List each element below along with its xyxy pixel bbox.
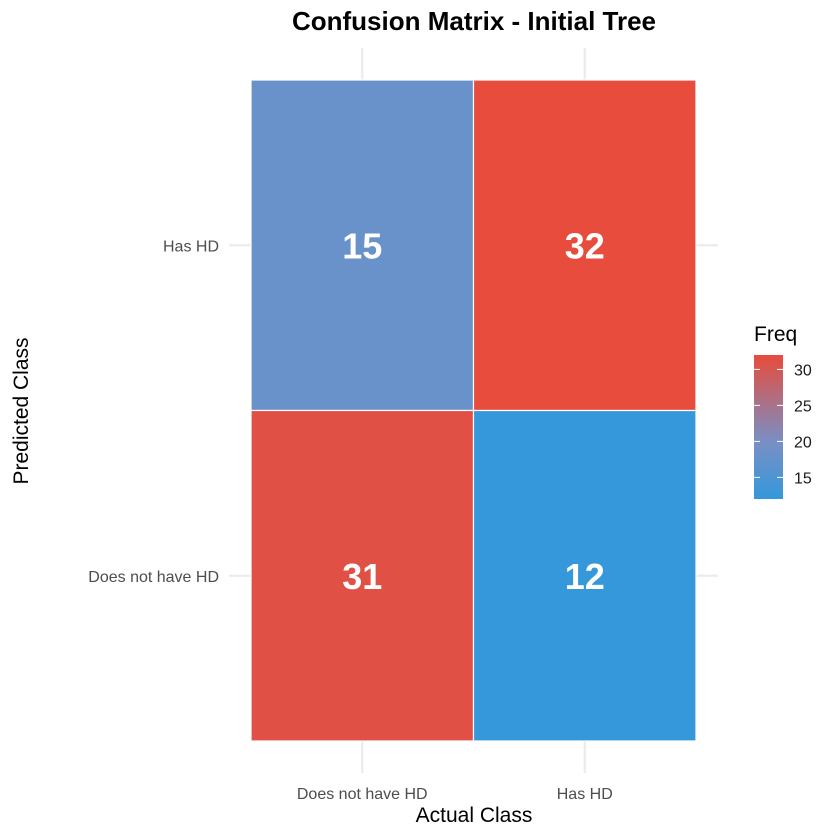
legend-color-bar xyxy=(754,355,783,499)
heatmap-cell xyxy=(250,409,475,742)
cell-value-labels: 15 32 31 12 xyxy=(342,225,605,597)
legend: Freq 15 20 25 30 xyxy=(754,323,812,499)
y-tick-label: Does not have HD xyxy=(88,569,219,586)
heatmap-cell xyxy=(472,409,697,742)
y-tick-label: Has HD xyxy=(163,238,219,255)
legend-title: Freq xyxy=(754,323,797,346)
cell-value-label: 31 xyxy=(342,556,382,597)
chart-title: Confusion Matrix - Initial Tree xyxy=(292,6,656,36)
y-axis-title: Predicted Class xyxy=(10,337,33,484)
legend-tick-label: 25 xyxy=(794,398,812,415)
legend-tick-label: 30 xyxy=(794,362,812,379)
heatmap-cells xyxy=(250,79,697,742)
x-tick-label: Does not have HD xyxy=(297,786,428,803)
legend-tick-label: 20 xyxy=(794,434,812,451)
cell-value-label: 12 xyxy=(565,556,605,597)
heatmap-cell xyxy=(250,79,475,412)
legend-ticks: 15 20 25 30 xyxy=(754,362,812,487)
y-axis-ticks: Does not have HD Has HD xyxy=(88,238,219,586)
cell-value-label: 15 xyxy=(342,225,382,266)
cell-value-label: 32 xyxy=(565,225,605,266)
x-tick-label: Has HD xyxy=(557,786,613,803)
x-axis-title: Actual Class xyxy=(416,804,533,827)
x-axis-ticks: Does not have HD Has HD xyxy=(297,786,613,803)
legend-tick-label: 15 xyxy=(794,470,812,487)
